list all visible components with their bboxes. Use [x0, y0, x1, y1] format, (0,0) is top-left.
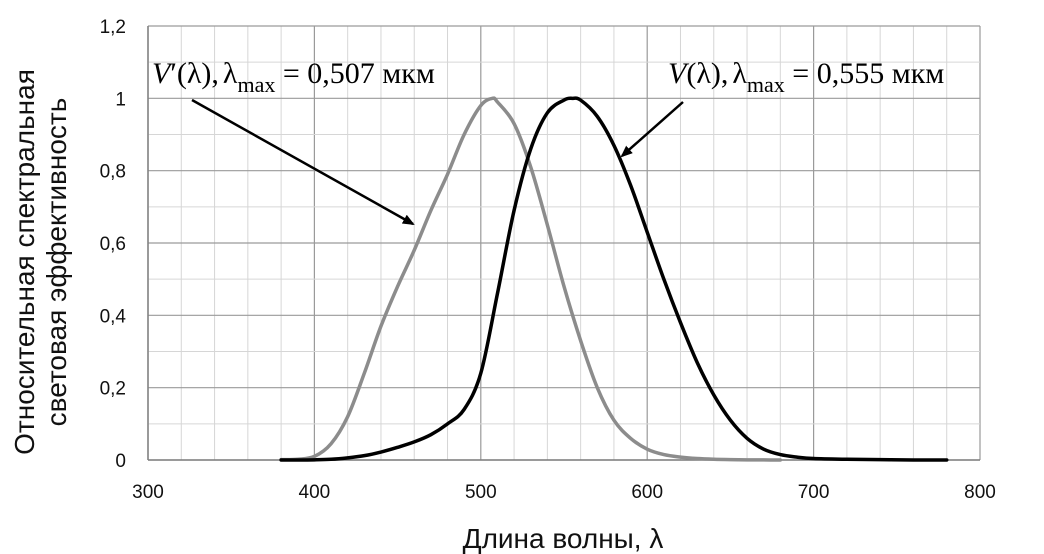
annotation-v-label: V(λ), λmax = 0,555 мкм: [668, 57, 944, 97]
x-tick-label: 800: [964, 482, 996, 503]
annotation-v-prime: V′(λ), λmax = 0,507 мкм: [152, 57, 435, 226]
x-tick-label: 600: [631, 482, 663, 503]
annotation-v-prime-arrow: [191, 98, 415, 226]
y-tick-label: 1: [115, 89, 126, 110]
x-tick-label: 300: [132, 482, 164, 503]
x-tick-label: 500: [465, 482, 497, 503]
x-tick-label: 400: [299, 482, 331, 503]
series-line-v: [279, 96, 949, 462]
x-tick-label: 700: [798, 482, 830, 503]
annotation-v-arrow: [620, 101, 684, 158]
y-axis-title-line2: световая эффективность: [41, 98, 72, 427]
y-tick-label: 0,2: [100, 379, 126, 400]
series-line-v-prime: [279, 96, 783, 462]
grid: [147, 25, 981, 461]
y-tick-label: 1,2: [100, 17, 126, 38]
y-axis-title-line1: Относительная спектральная: [9, 69, 40, 455]
tick-labels: 300 400 500 600 700 800 0 0,2 0,4 0,6 0,8 1 1,2: [100, 17, 996, 503]
y-tick-label: 0,6: [100, 234, 126, 255]
annotation-v: V(λ), λmax = 0,555 мкм: [620, 57, 944, 158]
annotation-v-prime-label: V′(λ), λmax = 0,507 мкм: [152, 57, 435, 97]
series-layer: [279, 96, 949, 462]
y-tick-label: 0: [115, 451, 126, 472]
y-tick-label: 0,4: [100, 306, 127, 327]
y-tick-label: 0,8: [100, 162, 126, 183]
x-axis-title: Длина волны, λ: [463, 523, 664, 554]
